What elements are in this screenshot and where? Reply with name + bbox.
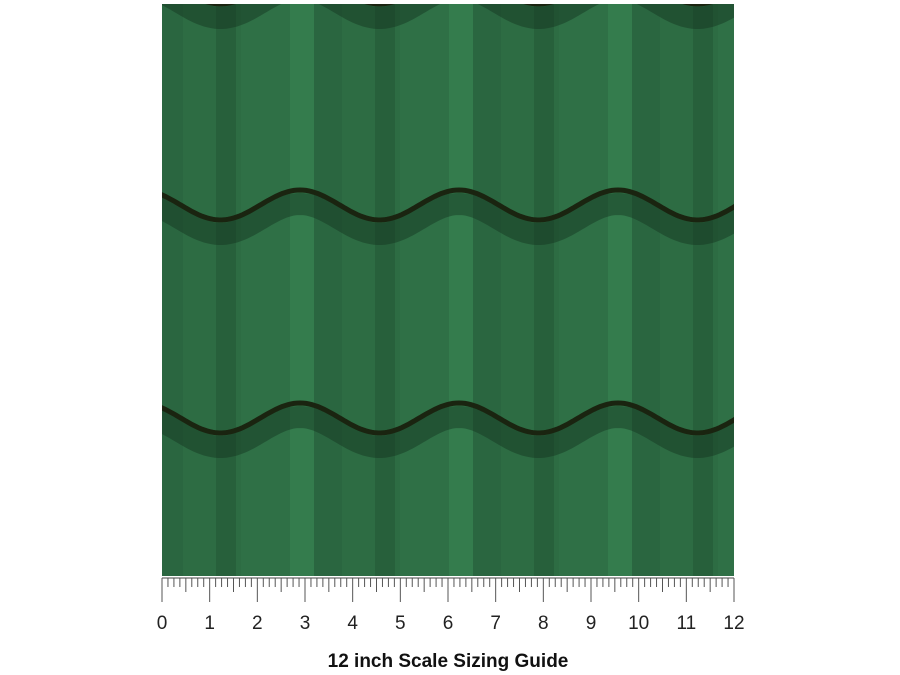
tile-edge [162,187,734,223]
stripe [608,4,632,576]
stripe-light [131,4,137,576]
stripe-dark [693,4,713,576]
ruler-label: 1 [204,613,215,634]
tile-shadow [162,4,734,29]
stripe [632,4,660,576]
stripe [314,4,342,576]
ruler-label: 3 [300,613,311,634]
stripe [131,4,155,576]
stripe-dark [57,4,77,576]
stripe [0,4,24,576]
stripe [82,4,131,576]
ruler: 0 1 2 3 4 5 6 7 8 9 10 11 12 [157,578,745,634]
stripe-dark [375,4,395,576]
ruler-label: 12 [723,613,744,634]
ruler-label: 9 [586,613,597,634]
stripe [400,4,449,576]
stripe-light [767,4,773,576]
stripe [241,4,290,576]
stripe [290,4,314,576]
tile-edge [205,4,713,7]
ruler-label: 8 [538,613,549,634]
stripe [718,4,734,576]
stripe [449,4,473,576]
stripe [473,4,501,576]
ruler-label: 10 [628,613,649,634]
stripe [559,4,608,576]
stripe-dark [216,4,236,576]
stripe-light [773,4,807,576]
ruler-label: 2 [252,613,263,634]
ruler-label: 7 [490,613,501,634]
ruler-label: 5 [395,613,406,634]
caption: 12 inch Scale Sizing Guide [328,651,569,672]
roof-tile-pattern [0,4,815,576]
ruler-label: 0 [157,613,168,634]
tile-shadow [162,192,734,245]
tile-shadow [162,405,734,458]
ruler-label: 6 [443,613,454,634]
tile-edge [162,400,734,436]
ruler-label: 11 [676,613,696,634]
ruler-label: 4 [347,613,358,634]
stripe-light [807,4,815,576]
stripe-dark [534,4,554,576]
stripe [24,4,82,576]
stripe [162,4,183,576]
